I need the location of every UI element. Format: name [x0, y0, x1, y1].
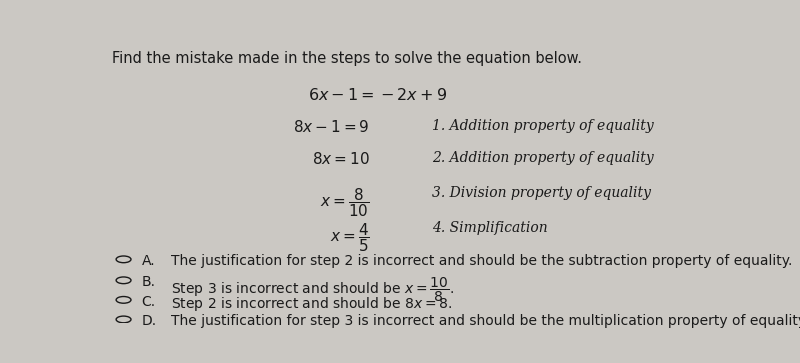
Text: Step 3 is incorrect and should be $x = \dfrac{10}{8}$.: Step 3 is incorrect and should be $x = \… — [171, 275, 454, 303]
Text: $x = \dfrac{4}{5}$: $x = \dfrac{4}{5}$ — [330, 221, 370, 254]
Text: Step 2 is incorrect and should be $8x = 8$.: Step 2 is incorrect and should be $8x = … — [171, 295, 453, 313]
Text: 1. Addition property of equality: 1. Addition property of equality — [432, 119, 654, 133]
Text: 4. Simplification: 4. Simplification — [432, 221, 547, 235]
Text: $6x - 1 = -2x + 9$: $6x - 1 = -2x + 9$ — [308, 87, 446, 104]
Text: D.: D. — [142, 314, 157, 329]
Text: Find the mistake made in the steps to solve the equation below.: Find the mistake made in the steps to so… — [112, 50, 582, 66]
Text: 2. Addition property of equality: 2. Addition property of equality — [432, 151, 654, 165]
Text: $8x - 1 = 9$: $8x - 1 = 9$ — [294, 119, 370, 135]
Text: A.: A. — [142, 254, 155, 268]
Text: B.: B. — [142, 275, 155, 289]
Text: 3. Division property of equality: 3. Division property of equality — [432, 186, 650, 200]
Text: C.: C. — [142, 295, 156, 309]
Text: The justification for step 3 is incorrect and should be the multiplication prope: The justification for step 3 is incorrec… — [171, 314, 800, 329]
Text: $x = \dfrac{8}{10}$: $x = \dfrac{8}{10}$ — [320, 186, 370, 219]
Text: The justification for step 2 is incorrect and should be the subtraction property: The justification for step 2 is incorrec… — [171, 254, 793, 268]
Text: $8x = 10$: $8x = 10$ — [312, 151, 370, 167]
